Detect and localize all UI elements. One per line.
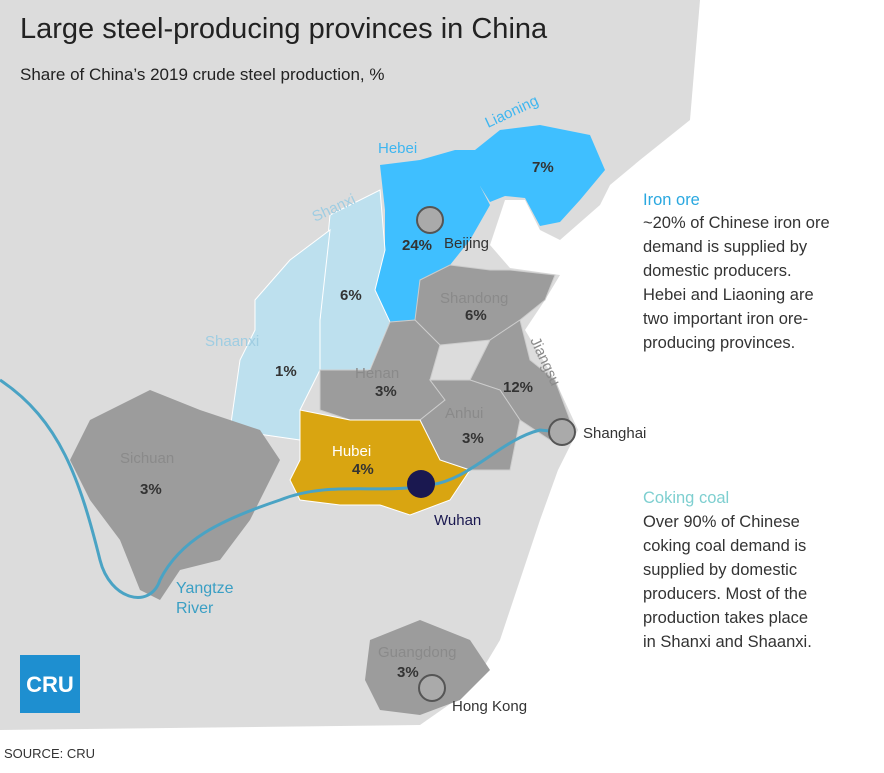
city-label: Hong Kong xyxy=(452,698,527,715)
note-body: Over 90% of Chinese coking coal demand is… xyxy=(643,513,812,651)
province-name: Shandong xyxy=(440,290,508,307)
province-share: 4% xyxy=(352,461,374,478)
province-share: 12% xyxy=(503,379,533,396)
province-share: 3% xyxy=(375,383,397,400)
subtitle: Share of China’s 2019 crude steel produc… xyxy=(20,65,384,84)
province-shandong xyxy=(414,264,556,346)
province-share: 24% xyxy=(402,237,432,254)
province-name: Sichuan xyxy=(120,450,174,467)
river-label: River xyxy=(176,600,214,617)
city-marker xyxy=(416,206,444,234)
city-label: Beijing xyxy=(444,235,489,252)
note-line: Over 90% of Chinese xyxy=(643,513,800,531)
province-name: Henan xyxy=(355,365,399,382)
province-name: Guangdong xyxy=(378,644,456,661)
province-share: 6% xyxy=(465,307,487,324)
note-line: domestic producers. xyxy=(643,262,792,280)
title: Large steel-producing provinces in China xyxy=(20,13,548,45)
province-name: Shaanxi xyxy=(205,333,259,350)
province-hebei xyxy=(375,150,490,322)
city-marker xyxy=(418,674,446,702)
note-body: ~20% of Chinese iron ore demand is suppli… xyxy=(643,214,830,352)
note-line: producing provinces. xyxy=(643,334,795,352)
province-share: 1% xyxy=(275,363,297,380)
province-sichuan xyxy=(70,390,280,600)
province-anhui xyxy=(419,379,521,471)
province-name: Hubei xyxy=(332,443,371,460)
note-line: ~20% of Chinese iron ore xyxy=(643,214,830,232)
note-line: producers. Most of the xyxy=(643,585,807,603)
province-share: 6% xyxy=(340,287,362,304)
note-title: Iron ore xyxy=(643,191,700,209)
note-line: in Shanxi and Shaanxi. xyxy=(643,633,812,651)
city-label: Shanghai xyxy=(583,425,646,442)
logo: CRU xyxy=(26,672,74,697)
province-name: Hebei xyxy=(378,140,417,157)
river-label: Yangtze xyxy=(176,580,234,597)
province-share: 3% xyxy=(140,481,162,498)
logo-box xyxy=(20,655,80,713)
city-label: Wuhan xyxy=(434,512,481,529)
source: SOURCE: CRU xyxy=(4,746,95,761)
note-title: Coking coal xyxy=(643,489,729,507)
province-name: Anhui xyxy=(445,405,483,422)
note-line: supplied by domestic xyxy=(643,561,797,579)
note-line: two important iron ore- xyxy=(643,310,808,328)
province-share: 3% xyxy=(462,430,484,447)
province-guangdong xyxy=(365,620,490,715)
city-marker xyxy=(407,470,435,498)
city-marker xyxy=(548,418,576,446)
yangtze-river xyxy=(0,378,561,599)
note-line: demand is supplied by xyxy=(643,238,808,256)
note-line: coking coal demand is xyxy=(643,537,806,555)
note-line: production takes place xyxy=(643,609,808,627)
note-line: Hebei and Liaoning are xyxy=(643,286,814,304)
province-liaoning xyxy=(475,125,605,226)
province-share: 7% xyxy=(532,159,554,176)
province-share: 3% xyxy=(397,664,419,681)
